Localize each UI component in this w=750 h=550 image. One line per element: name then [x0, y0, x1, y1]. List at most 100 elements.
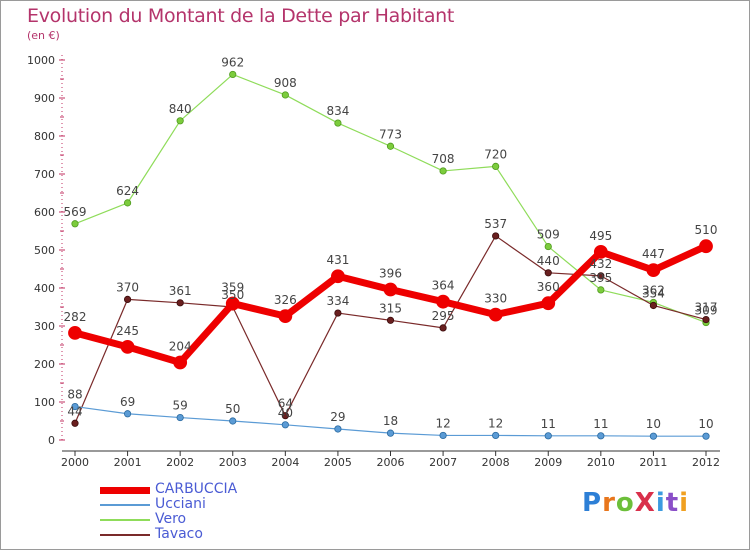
data-label-carbuccia: 431: [326, 253, 349, 267]
proxiti-logo: ProXiti: [582, 488, 689, 518]
legend-label: Ucciani: [155, 496, 206, 512]
logo-letter: i: [679, 488, 690, 518]
data-point-vero: [439, 167, 447, 175]
data-label-ucciani: 59: [173, 399, 188, 413]
x-tick-label: 2007: [429, 456, 457, 469]
legend-swatch: [100, 534, 150, 536]
data-label-vero: 624: [116, 184, 139, 198]
data-label-vero: 773: [379, 127, 402, 141]
data-label-ucciani: 12: [488, 416, 503, 430]
y-tick-label: 200: [34, 358, 55, 371]
data-label-carbuccia: 204: [169, 339, 192, 353]
data-point-ucciani: [123, 410, 132, 418]
data-label-ucciani: 69: [120, 395, 135, 409]
data-point-vero: [71, 220, 79, 228]
data-point-ucciani: [649, 432, 658, 440]
data-point-tavaco: [176, 299, 184, 307]
data-point-vero: [281, 91, 289, 99]
data-label-tavaco: 537: [484, 217, 507, 231]
axes: 0 100 200 300 400 500 600 700 800 900 1000 2000 2001…: [27, 54, 720, 469]
data-point-tavaco: [649, 301, 658, 310]
series-points: [68, 70, 713, 440]
y-tick-label: 700: [34, 168, 55, 181]
data-label-tavaco: 370: [116, 280, 139, 294]
data-point-vero: [229, 70, 237, 79]
data-point-tavaco: [702, 315, 710, 324]
x-tick-label: 2010: [587, 456, 615, 469]
data-label-tavaco: 440: [537, 254, 560, 268]
y-tick-label: 900: [34, 92, 55, 105]
data-point-tavaco: [597, 272, 605, 280]
data-point-carbuccia: [488, 307, 503, 322]
data-label-carbuccia: 510: [695, 223, 718, 237]
legend-label: Vero: [155, 511, 187, 527]
chart-subtitle: (en €): [27, 29, 60, 42]
data-point-carbuccia: [68, 325, 82, 340]
data-point-vero: [123, 199, 132, 207]
data-label-carbuccia: 245: [116, 324, 139, 338]
data-label-carbuccia: 282: [64, 310, 87, 324]
data-label-tavaco: 432: [589, 257, 612, 271]
data-point-carbuccia: [278, 309, 293, 324]
data-point-tavaco: [439, 324, 447, 332]
x-tick-label: 2006: [377, 456, 405, 469]
data-point-vero: [176, 117, 184, 125]
data-point-carbuccia: [173, 355, 188, 370]
data-label-vero: 395: [589, 271, 612, 285]
data-point-tavaco: [492, 232, 500, 240]
y-tick-label: 400: [34, 282, 55, 295]
data-label-carbuccia: 326: [274, 293, 297, 307]
data-label-carbuccia: 330: [484, 292, 507, 306]
y-tick-label: 800: [34, 130, 55, 143]
legend-label: CARBUCCIA: [155, 481, 238, 497]
data-point-ucciani: [597, 432, 605, 440]
data-label-tavaco: 350: [221, 288, 244, 302]
data-label-tavaco: 44: [67, 404, 82, 418]
legend-swatch: [100, 487, 150, 494]
data-label-tavaco: 361: [169, 284, 192, 298]
data-point-ucciani: [702, 432, 710, 440]
data-point-carbuccia: [699, 239, 713, 254]
logo-letter: r: [602, 488, 616, 518]
legend-label: Tavaco: [155, 526, 203, 542]
data-point-tavaco: [544, 269, 552, 277]
data-point-vero: [544, 242, 552, 251]
data-point-carbuccia: [593, 244, 608, 259]
data-label-ucciani: 11: [593, 417, 608, 431]
data-label-vero: 908: [274, 76, 297, 90]
x-tick-label: 2002: [166, 456, 194, 469]
logo-letter: X: [634, 488, 656, 518]
data-label-carbuccia: 396: [379, 267, 402, 281]
data-point-tavaco: [71, 419, 79, 427]
data-label-vero: 720: [484, 147, 507, 161]
data-point-ucciani: [71, 402, 79, 411]
data-point-ucciani: [439, 431, 447, 440]
data-label-carbuccia: 359: [221, 281, 244, 295]
data-label-vero: 962: [221, 55, 244, 69]
data-point-vero: [334, 119, 342, 127]
data-point-carbuccia: [383, 282, 398, 297]
data-label-tavaco: 354: [642, 286, 665, 300]
logo-letter: P: [582, 488, 603, 518]
x-tick-label: 2009: [534, 456, 562, 469]
y-tick-label: 600: [34, 206, 55, 219]
data-label-carbuccia: 447: [642, 247, 665, 261]
x-tick-label: 2008: [482, 456, 510, 469]
data-label-vero: 708: [432, 152, 455, 166]
y-tick-label: 500: [34, 244, 55, 257]
data-label-vero: 840: [169, 102, 192, 116]
data-point-tavaco: [334, 309, 342, 317]
data-label-tavaco: 64: [278, 397, 293, 411]
x-tick-label: 2011: [639, 456, 667, 469]
y-tick-label: 0: [48, 434, 55, 447]
data-point-ucciani: [492, 431, 500, 440]
data-label-vero: 309: [695, 304, 718, 318]
series-labels: 282 245 204 359 326 431 396 364 330 360 495 447 510 8…: [64, 55, 718, 431]
data-point-carbuccia: [225, 296, 240, 311]
data-point-tavaco: [386, 316, 395, 324]
data-point-vero: [386, 142, 395, 150]
logo-letter: i: [655, 488, 666, 518]
data-point-ucciani: [386, 429, 395, 437]
data-point-vero: [597, 286, 605, 294]
